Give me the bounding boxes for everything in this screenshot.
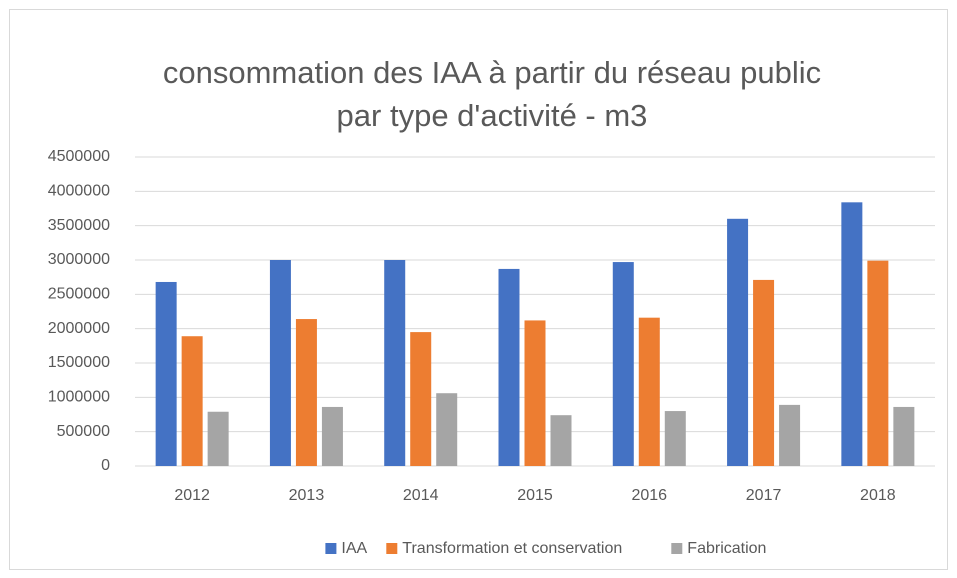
bar [524,320,546,466]
bar [893,406,915,466]
bar [727,218,749,466]
bar [638,317,660,466]
x-tick-label: 2014 [403,487,439,504]
y-tick-label: 4500000 [48,148,110,165]
bar [550,415,572,466]
bar [155,281,177,466]
bar [384,260,406,466]
y-tick-label: 1000000 [48,389,110,406]
bar [436,393,458,466]
bar [410,332,432,466]
bar [753,279,775,466]
bar [498,268,520,466]
y-tick-label: 3500000 [48,217,110,234]
bar [269,260,291,466]
y-tick-label: 2000000 [48,320,110,337]
bar [612,262,634,466]
legend-label: Fabrication [687,540,766,557]
bar [295,319,317,466]
x-tick-label: 2013 [289,487,325,504]
chart-border [9,9,948,570]
chart-title: consommation des IAA à partir du réseau … [163,55,821,90]
bar [664,411,686,466]
x-tick-label: 2017 [746,487,782,504]
x-tick-label: 2018 [860,487,896,504]
bar [207,411,229,466]
bar [321,406,343,466]
x-tick-label: 2015 [517,487,553,504]
bar [841,202,863,466]
y-tick-label: 0 [101,457,110,474]
y-tick-label: 500000 [57,423,110,440]
y-tick-label: 1500000 [48,354,110,371]
y-tick-label: 3000000 [48,251,110,268]
x-tick-label: 2012 [174,487,210,504]
legend-swatch [386,543,398,554]
chart-title: par type d'activité - m3 [337,98,648,133]
y-tick-label: 2500000 [48,286,110,303]
bar [779,404,801,466]
x-tick-label: 2016 [631,487,667,504]
bar [181,336,203,466]
legend-label: IAA [341,540,367,557]
legend-swatch [671,543,683,554]
legend-label: Transformation et conservation [402,540,622,557]
bar [867,260,889,466]
legend-swatch [325,543,337,554]
y-tick-label: 4000000 [48,183,110,200]
